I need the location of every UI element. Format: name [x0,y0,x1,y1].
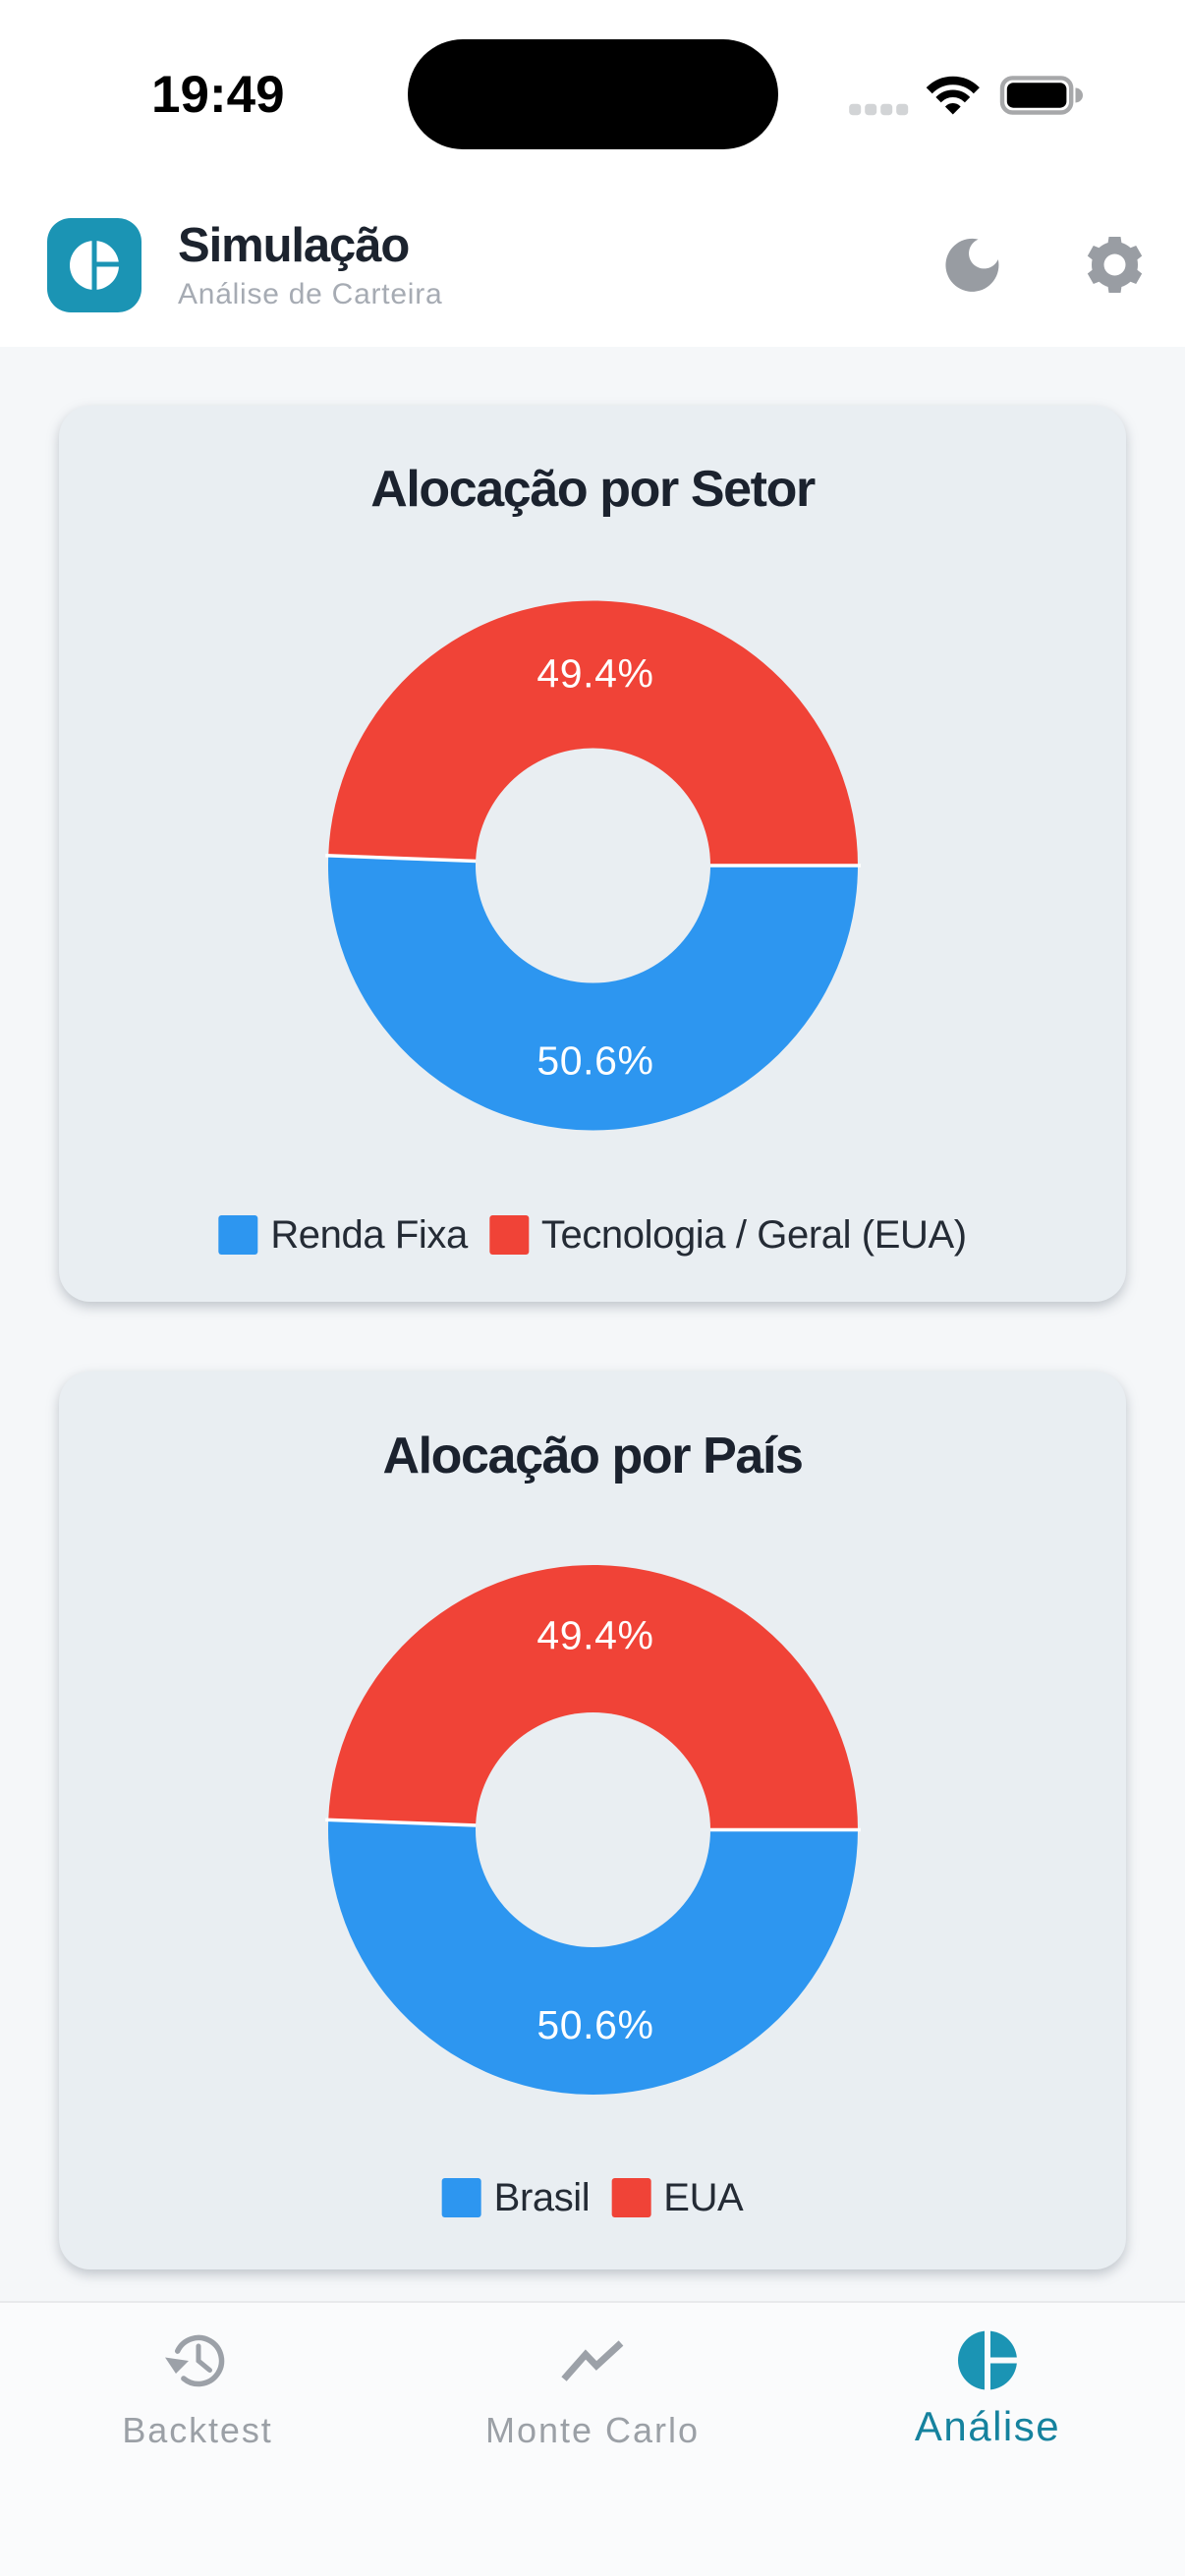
svg-text:49.4%: 49.4% [536,1613,653,1658]
svg-text:50.6%: 50.6% [536,1038,653,1084]
svg-text:49.4%: 49.4% [536,651,653,697]
svg-text:50.6%: 50.6% [536,2002,653,2047]
